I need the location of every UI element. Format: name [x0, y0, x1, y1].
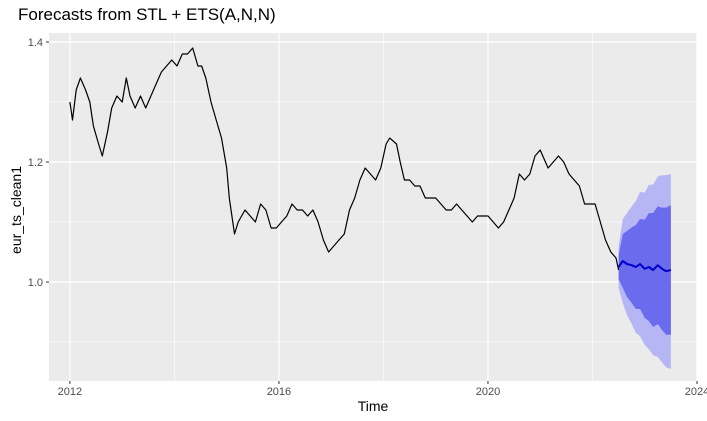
- x-axis-title: Time: [358, 398, 389, 414]
- history-line: [69, 47, 620, 271]
- x-tick-label: 2024: [685, 386, 707, 398]
- y-tick-label: 1.0: [28, 277, 43, 289]
- y-axis-ticks: 1.0 1.2 1.4: [28, 37, 49, 289]
- chart-title: Forecasts from STL + ETS(A,N,N): [18, 5, 276, 24]
- x-tick-label: 2020: [476, 386, 500, 398]
- forecast-mean-line: [617, 260, 672, 273]
- x-tick-label: 2016: [267, 386, 291, 398]
- y-tick-label: 1.4: [28, 37, 43, 49]
- x-axis-ticks: 2012 2016 2020 2024: [58, 381, 707, 398]
- interval-80-band: [618, 205, 671, 335]
- series-lines: [69, 47, 672, 273]
- plot-panel: [49, 33, 697, 381]
- y-tick-label: 1.2: [28, 157, 43, 169]
- y-axis-title: eur_ts_clean1: [8, 166, 24, 254]
- grid-minor-lines: [49, 33, 697, 381]
- forecast-intervals: [618, 174, 671, 369]
- grid-major-lines: [49, 33, 698, 381]
- x-tick-label: 2012: [58, 386, 82, 398]
